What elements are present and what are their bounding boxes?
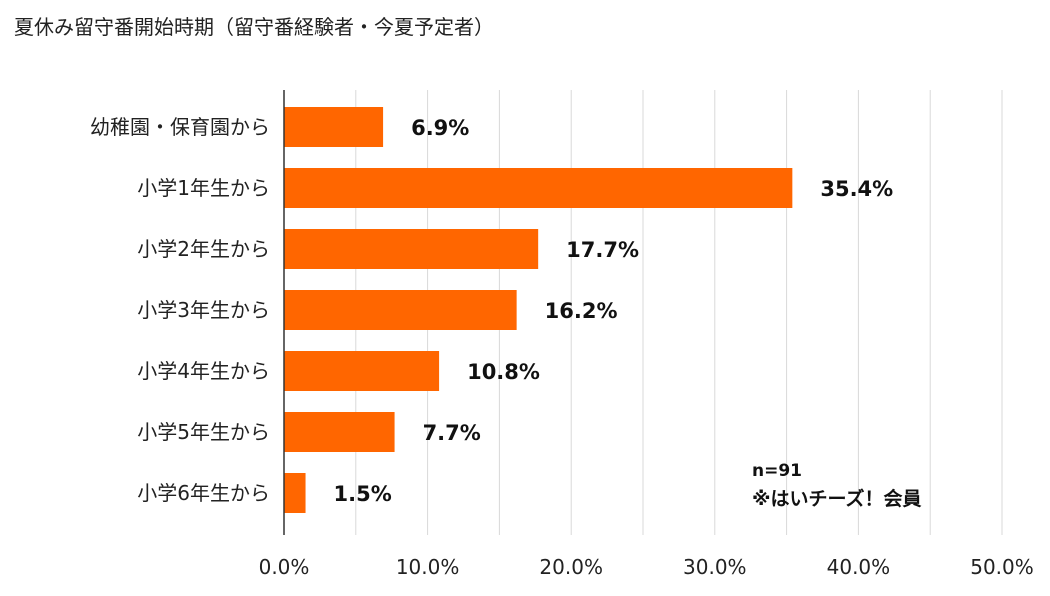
x-tick-label: 50.0% [970,555,1034,579]
bar [284,229,539,269]
bar [284,473,306,513]
category-label: 小学4年生から [137,359,270,383]
x-tick-label: 10.0% [396,555,460,579]
bar [284,290,517,330]
data-label: 1.5% [334,482,392,506]
x-tick-label: 0.0% [259,555,310,579]
category-label: 小学6年生から [137,481,270,505]
data-label: 7.7% [423,421,481,445]
category-label: 小学5年生から [137,420,270,444]
category-label: 小学1年生から [137,176,270,200]
bar [284,412,395,452]
category-labels: 幼稚園・保育園から小学1年生から小学2年生から小学3年生から小学4年生から小学5… [90,115,270,505]
x-tick-label: 20.0% [539,555,603,579]
category-label: 幼稚園・保育園から [90,115,270,139]
data-labels: 6.9% 35.4% 17.7% 16.2% 10.8% 7.7% 1.5% [334,116,894,506]
grid-lines [355,90,1003,535]
data-label: 6.9% [411,116,469,140]
data-label: 35.4% [820,177,893,201]
data-label: 17.7% [566,238,639,262]
sample-size-note: n=91 [752,461,802,481]
category-label: 小学2年生から [137,237,270,261]
data-label: 10.8% [467,360,540,384]
source-note: ※はいチーズ！会員 [752,487,922,510]
x-tick-label: 30.0% [683,555,747,579]
chart-title: 夏休み留守番開始時期（留守番経験者・今夏予定者） [14,15,494,39]
category-label: 小学3年生から [137,298,270,322]
bar [284,107,384,147]
bars [284,107,793,513]
data-label: 16.2% [545,299,618,323]
bar [284,351,440,391]
x-tick-labels: 0.0% 10.0% 20.0% 30.0% 40.0% 50.0% [259,555,1034,579]
bar [284,168,793,208]
x-tick-label: 40.0% [827,555,891,579]
